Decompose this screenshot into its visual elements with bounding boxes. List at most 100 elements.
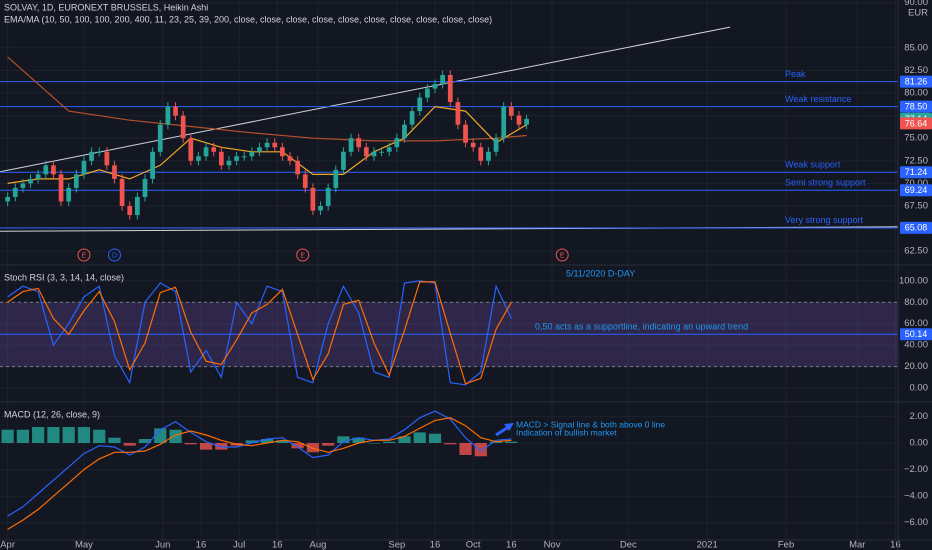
event-label: E <box>560 252 565 259</box>
candle-body <box>287 156 293 161</box>
arrow-head <box>504 423 514 431</box>
histogram-bar <box>77 427 91 444</box>
histogram-bar <box>261 439 274 444</box>
x-tick-label: 16 <box>890 540 901 550</box>
candle-body <box>241 156 247 158</box>
x-tick-label: Sep <box>388 540 405 550</box>
x-tick-label: May <box>75 540 93 550</box>
candle-body <box>440 74 446 85</box>
x-tick-label: 16 <box>196 540 207 550</box>
x-tick-label: Oct <box>466 540 481 550</box>
candle-body <box>363 147 369 157</box>
indicator-line <box>7 105 527 184</box>
histogram-bar <box>291 443 304 449</box>
event-marker <box>107 248 121 262</box>
indicator-line <box>7 417 512 530</box>
y-tick-label: 0.00 <box>910 383 929 394</box>
histogram-bar <box>337 436 350 444</box>
x-tick-label: Jul <box>233 540 245 550</box>
price-tag-box <box>900 75 932 88</box>
event-marker <box>555 248 569 262</box>
candle-body <box>127 205 133 216</box>
y-tick-label: 82.50 <box>904 65 928 76</box>
price-tag-box <box>900 184 932 197</box>
candle-body <box>150 151 156 179</box>
y-tick-label: 72.50 <box>904 155 928 166</box>
candle-body <box>417 97 423 112</box>
histogram-bar <box>459 443 472 455</box>
price-tag-label: 50.14 <box>905 329 928 339</box>
annotation: 0,50 acts as a supportline, indicating a… <box>535 321 748 331</box>
y-tick-label: 20.00 <box>904 361 928 372</box>
y-tick-label: 0.00 <box>910 438 929 449</box>
y-tick-label: 80.00 <box>904 297 928 308</box>
candle-body <box>310 187 316 211</box>
level-name: Peak <box>785 69 806 79</box>
candle-body <box>264 142 270 148</box>
candle-body <box>463 124 468 143</box>
candle-body <box>501 106 507 139</box>
y-tick-label: 60.00 <box>904 318 928 329</box>
price-tag-label: 78.50 <box>905 101 928 111</box>
candle-body <box>333 169 339 188</box>
level-name: Weak resistance <box>785 94 851 104</box>
candle-body <box>478 147 484 161</box>
price-tag-label: 69.24 <box>905 185 928 195</box>
histogram-bar <box>169 429 182 444</box>
candle-body <box>173 106 178 116</box>
y-tick-label: −6.00 <box>904 517 928 528</box>
candle-body <box>89 151 94 161</box>
event-marker <box>77 248 91 262</box>
candle-body <box>508 106 514 116</box>
histogram-bar <box>93 429 106 444</box>
candle-body <box>249 151 255 157</box>
candle-body <box>119 178 125 206</box>
histogram-bar <box>276 440 289 444</box>
histogram-bar <box>199 443 213 450</box>
x-tick-label: Jun <box>155 540 170 550</box>
candle-body <box>386 147 392 152</box>
y-tick-label: 100.00 <box>899 275 928 286</box>
candle-body <box>516 115 522 125</box>
panel-title: SOLVAY, 1D, EURONEXT BRUSSELS, Heikin As… <box>4 2 208 12</box>
candle-body <box>180 115 186 139</box>
candle-body <box>35 174 41 179</box>
event-label: E <box>300 252 305 259</box>
histogram-bar <box>16 429 30 444</box>
candle-body <box>379 151 384 153</box>
x-tick-label: Feb <box>778 540 794 550</box>
candle-body <box>226 160 232 166</box>
histogram-bar <box>123 443 136 446</box>
candle-body <box>486 151 491 161</box>
price-tag-box <box>900 221 932 234</box>
candle-body <box>280 147 285 157</box>
candle-body <box>196 156 201 161</box>
y-tick-label: 90.00 <box>904 0 928 8</box>
histogram-bar <box>428 433 442 444</box>
annotation-arrow <box>495 423 514 437</box>
candle-body <box>234 156 239 161</box>
candle-body <box>272 142 278 148</box>
x-tick-label: 2021 <box>697 540 718 550</box>
candle-body <box>455 102 461 125</box>
price-tag-label: 76.64 <box>905 118 928 128</box>
histogram-bar <box>444 443 457 445</box>
candle-body <box>165 106 171 125</box>
candle-body <box>135 196 140 216</box>
candle-body <box>96 151 102 153</box>
candle-body <box>402 124 407 139</box>
candle-body <box>43 165 49 175</box>
level-name: Semi strong support <box>785 178 866 188</box>
price-tag-label: 65.08 <box>905 223 928 233</box>
histogram-bar <box>215 443 228 450</box>
event-label: E <box>82 252 87 259</box>
candle-body <box>257 147 262 152</box>
candle-body <box>5 196 10 202</box>
price-tag-label: 71.24 <box>905 167 928 177</box>
y-tick-label: 80.00 <box>904 88 928 99</box>
candle-body <box>28 178 33 184</box>
histogram-bar <box>154 428 167 444</box>
